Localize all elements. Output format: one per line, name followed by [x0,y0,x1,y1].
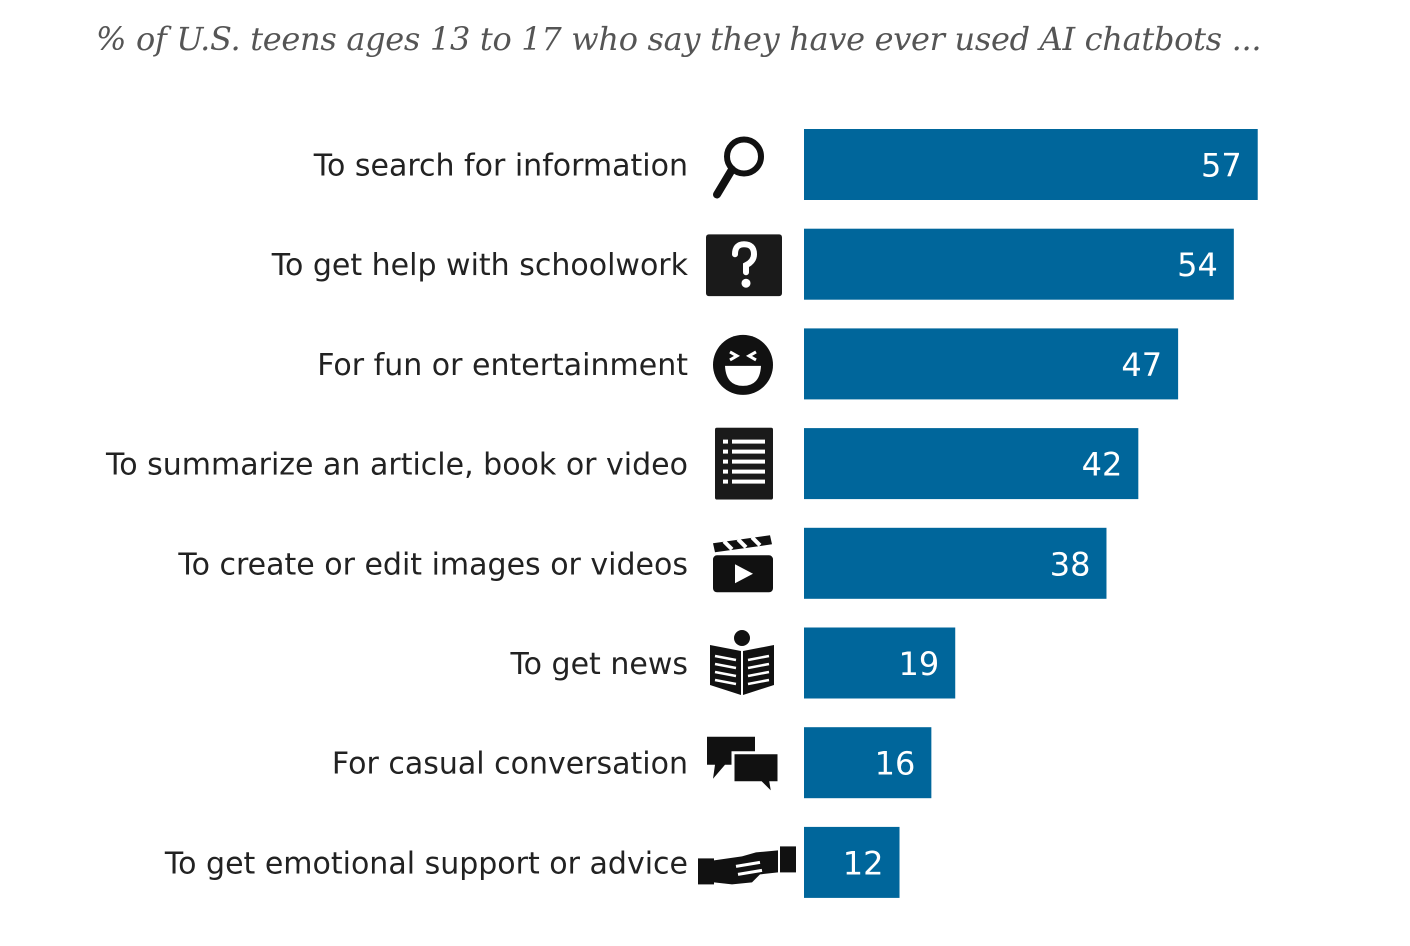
category-label: For fun or entertainment [317,348,688,383]
bar-value-label: 57 [1201,147,1242,185]
newspaper-reader-icon [708,629,776,697]
bar [804,228,1234,300]
bar-value-label: 42 [1082,446,1123,484]
bar [804,727,932,799]
laughing-face-icon [712,333,774,396]
list-document-icon [715,427,773,500]
bar-value-label: 38 [1050,545,1091,583]
bar [804,328,1179,400]
category-label: To search for information [313,149,688,184]
question-box-icon [706,234,782,296]
bar-value-label: 16 [875,745,916,783]
chart-subtitle: % of U.S. teens ages 13 to 17 who say th… [96,20,1262,58]
handshake-icon [698,844,796,886]
bar [804,627,956,699]
bar-value-label: 19 [899,645,940,683]
clapperboard-icon [712,533,774,594]
category-label: To summarize an article, book or video [105,448,688,483]
bar [804,826,900,898]
bar [804,428,1139,500]
category-label: To get news [509,647,688,682]
category-label: To get emotional support or advice [164,846,688,881]
chat-bubbles-icon [705,735,781,797]
category-label: For casual conversation [332,747,688,782]
category-label: To get help with schoolwork [271,248,689,283]
bar-value-label: 12 [843,844,884,882]
bar [804,129,1258,200]
magnifier-icon [717,140,761,195]
bar [804,527,1107,599]
bar-value-label: 54 [1177,246,1218,284]
bar-value-label: 47 [1121,346,1162,384]
category-label: To create or edit images or videos [177,547,688,582]
